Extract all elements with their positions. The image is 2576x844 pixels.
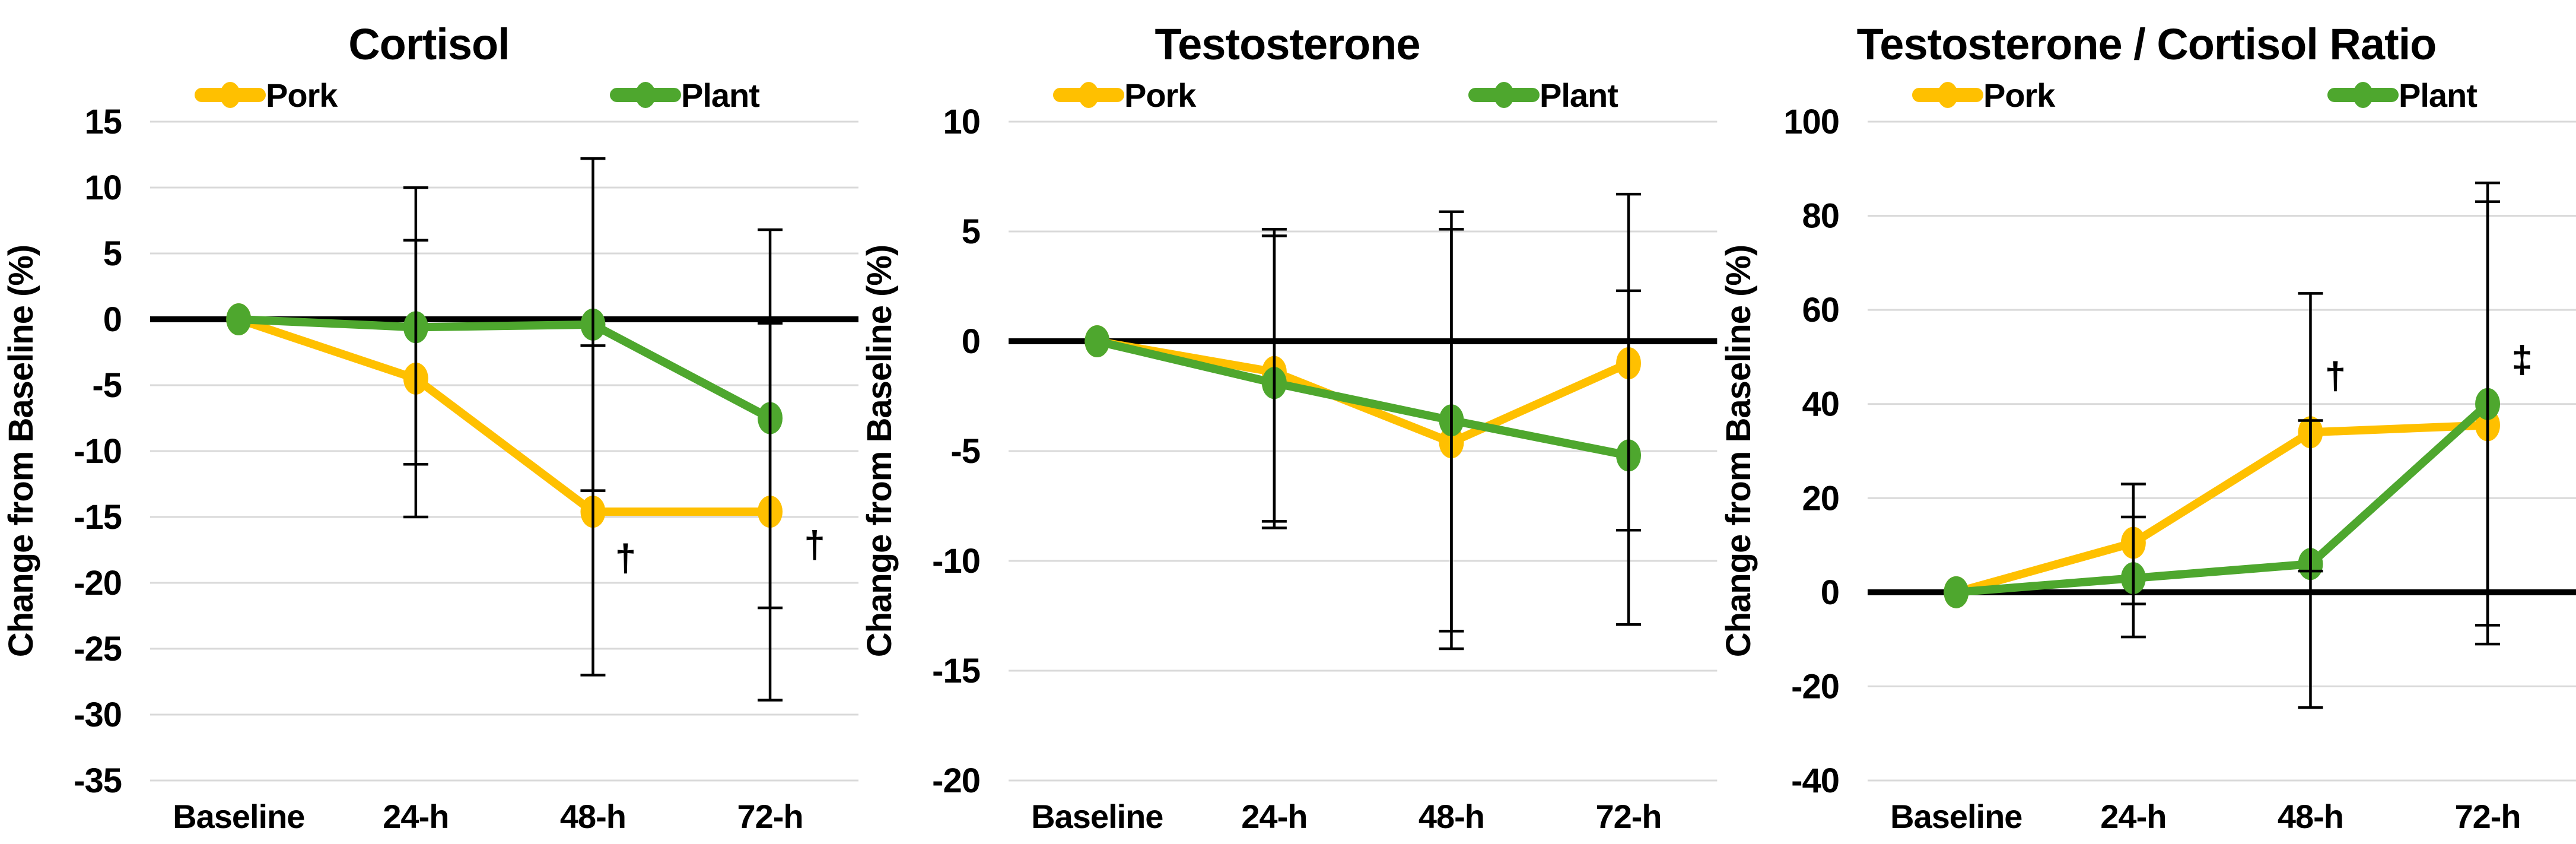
y-tick-label: -30 <box>74 696 122 734</box>
x-tick-label: 48-h <box>1419 798 1484 835</box>
y-tick-label: 0 <box>1820 574 1839 612</box>
legend-item-plant: Plant <box>1468 77 1619 114</box>
legend: Pork Plant <box>1053 77 1619 114</box>
x-tick-label: 72-h <box>2454 798 2520 835</box>
y-tick-label: 80 <box>1802 198 1839 236</box>
x-tick-label: 48-h <box>560 798 626 835</box>
y-axis-title: Change from Baseline (%) <box>1720 245 1758 658</box>
y-tick-label: -35 <box>74 762 122 800</box>
plant-dot-marker-icon <box>2352 82 2373 109</box>
y-tick-label: -20 <box>74 564 122 602</box>
plant-series-line <box>234 315 775 423</box>
significance-dagger: † <box>804 523 825 566</box>
significance-dagger: † <box>615 537 637 579</box>
y-tick-label: -25 <box>74 630 122 668</box>
y-tick-label: 5 <box>103 235 122 273</box>
x-tick-label: 24-h <box>1242 798 1308 835</box>
y-tick-label: -15 <box>933 652 981 690</box>
pork-series-line <box>1951 421 2492 596</box>
y-tick-label: 60 <box>1802 291 1839 329</box>
chart-title: Testosterone <box>1155 20 1420 69</box>
plot-area: 100 80 60 40 20 0 -20 -40 † ‡ Baseline 24-h 48-h 72-h <box>1783 103 2576 835</box>
legend-item-pork: Pork <box>1912 77 2056 114</box>
plant-series-line <box>1951 399 2492 596</box>
legend-item-plant: Plant <box>609 77 760 114</box>
y-tick-label: 0 <box>962 323 980 361</box>
plot-area: 15 10 5 0 -5 -10 -15 -20 -25 -30 -35 † † Baseline 24-h… <box>74 103 859 835</box>
plant-dot-marker-icon <box>1494 82 1515 109</box>
y-tick-label: 20 <box>1802 480 1839 518</box>
pork-dot-marker-icon <box>220 82 240 109</box>
pork-series-line <box>1093 337 1633 447</box>
significance-dagger: † <box>2324 354 2346 397</box>
plot-area: 10 5 0 -5 -10 -15 -20 Baseline 24-h 48-h 72-h <box>933 103 1718 835</box>
legend-item-pork: Pork <box>194 77 339 114</box>
plant-dot-marker-icon <box>635 82 656 109</box>
legend-item-pork: Pork <box>1053 77 1198 114</box>
chart-title: Cortisol <box>348 20 510 69</box>
cortisol-line-chart: Cortisol Pork Plant Change from Baseline… <box>2 20 859 835</box>
legend-label-plant: Plant <box>681 77 759 114</box>
chart-panel-tc-ratio: Testosterone / Cortisol Ratio Pork Plant… <box>1718 0 2576 844</box>
testosterone-line-chart: Testosterone Pork Plant Change from Base… <box>861 20 1718 835</box>
plant-data-point-marker <box>1943 576 1968 608</box>
legend-item-plant: Plant <box>2327 77 2478 114</box>
x-tick-label: Baseline <box>1031 798 1163 835</box>
y-tick-label: 10 <box>84 169 122 207</box>
legend: Pork Plant <box>1912 77 2478 114</box>
y-axis-title: Change from Baseline (%) <box>2 245 40 658</box>
legend-label-pork: Pork <box>1983 77 2056 114</box>
legend-label-pork: Pork <box>266 77 338 114</box>
y-tick-label: 10 <box>943 103 981 141</box>
plant-series-line <box>1093 337 1633 460</box>
legend: Pork Plant <box>194 77 760 114</box>
y-tick-label: 40 <box>1802 386 1839 424</box>
x-tick-label: 48-h <box>2278 798 2343 835</box>
y-tick-label: -20 <box>933 762 981 800</box>
chart-title: Testosterone / Cortisol Ratio <box>1856 20 2436 69</box>
pork-series-line <box>234 315 775 516</box>
legend-label-pork: Pork <box>1124 77 1197 114</box>
y-tick-label: -15 <box>74 499 122 537</box>
y-tick-label: -5 <box>951 433 981 471</box>
pork-dot-marker-icon <box>1937 82 1958 109</box>
y-tick-label: -40 <box>1791 762 1839 800</box>
y-tick-label: -20 <box>1791 668 1839 706</box>
x-tick-label: 24-h <box>2100 798 2166 835</box>
tc-ratio-line-chart: Testosterone / Cortisol Ratio Pork Plant… <box>1720 20 2576 835</box>
y-tick-label: 0 <box>103 301 122 339</box>
x-tick-label: 72-h <box>1596 798 1662 835</box>
y-tick-label: -10 <box>933 542 981 580</box>
y-tick-label: -5 <box>92 367 122 405</box>
pork-dot-marker-icon <box>1079 82 1099 109</box>
x-tick-label: Baseline <box>1890 798 2022 835</box>
plant-data-point-marker <box>1085 325 1110 358</box>
y-tick-label: -10 <box>74 433 122 471</box>
chart-panel-cortisol: Cortisol Pork Plant Change from Baseline… <box>0 0 859 844</box>
y-tick-label: 100 <box>1783 103 1839 141</box>
y-tick-label: 15 <box>84 103 122 141</box>
significance-dagger: ‡ <box>2511 338 2533 380</box>
plant-data-point-marker <box>226 303 252 336</box>
y-tick-label: 5 <box>962 213 980 251</box>
chart-panel-testosterone: Testosterone Pork Plant Change from Base… <box>858 0 1718 844</box>
legend-label-plant: Plant <box>2399 77 2477 114</box>
y-axis-title: Change from Baseline (%) <box>861 245 899 658</box>
x-tick-label: Baseline <box>173 798 304 835</box>
legend-label-plant: Plant <box>1540 77 1618 114</box>
x-tick-label: 72-h <box>737 798 803 835</box>
x-tick-label: 24-h <box>383 798 449 835</box>
